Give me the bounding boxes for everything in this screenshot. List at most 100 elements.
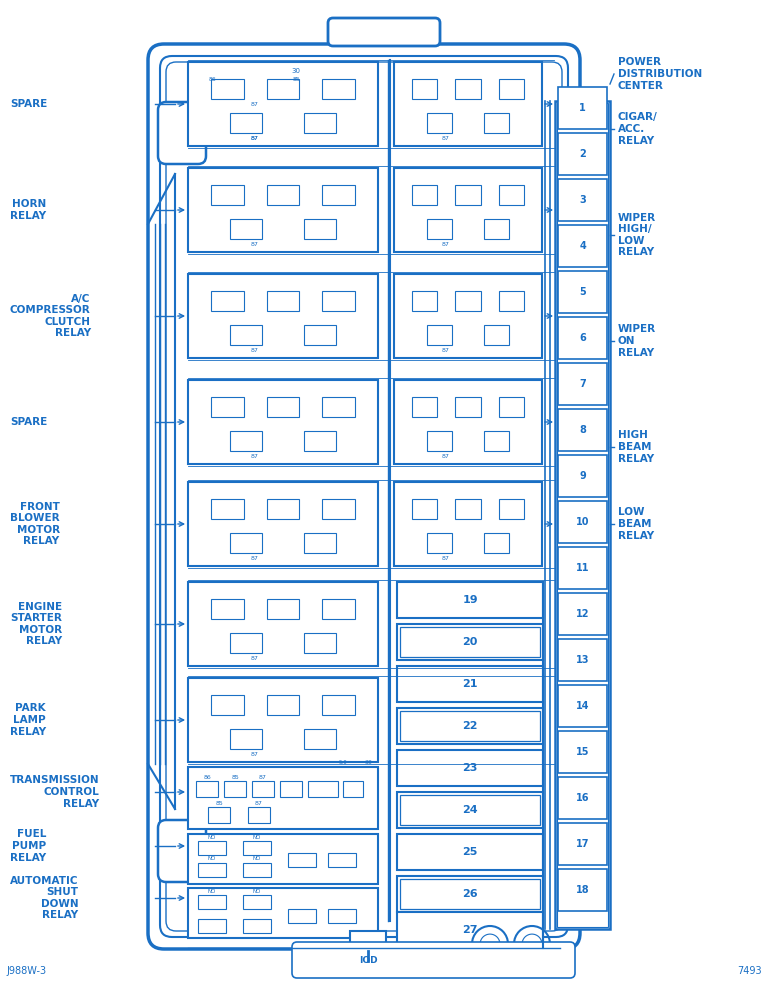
Bar — [558, 225, 607, 267]
Bar — [397, 876, 543, 912]
Bar — [426, 326, 452, 345]
Bar — [485, 431, 509, 452]
Bar — [397, 666, 543, 702]
Bar — [196, 780, 218, 797]
Bar — [455, 79, 481, 99]
Bar — [558, 547, 607, 589]
Bar — [498, 79, 524, 99]
Bar — [394, 380, 542, 464]
Bar — [558, 87, 607, 129]
Text: HORN
RELAY: HORN RELAY — [10, 199, 46, 220]
Bar — [558, 133, 607, 175]
Bar — [412, 185, 437, 205]
Bar — [323, 79, 355, 99]
Text: TRANSMISSION
CONTROL
RELAY: TRANSMISSION CONTROL RELAY — [10, 775, 100, 809]
Bar — [243, 919, 271, 933]
Bar — [557, 103, 608, 927]
Text: NO: NO — [208, 835, 216, 840]
Bar — [558, 639, 607, 681]
Text: 86: 86 — [203, 774, 211, 779]
Bar — [224, 780, 246, 797]
Text: FRONT
BLOWER
MOTOR
RELAY: FRONT BLOWER MOTOR RELAY — [10, 502, 60, 546]
Bar — [266, 291, 300, 311]
Text: LOW
BEAM
RELAY: LOW BEAM RELAY — [618, 508, 654, 540]
Bar — [288, 852, 316, 867]
Text: WIPER
HIGH/
LOW
RELAY: WIPER HIGH/ LOW RELAY — [618, 213, 656, 258]
Bar — [400, 627, 540, 657]
Text: 86: 86 — [209, 77, 217, 82]
Text: 87: 87 — [250, 136, 259, 141]
Bar — [230, 431, 262, 452]
Bar — [248, 807, 270, 823]
Bar — [266, 599, 300, 619]
Bar — [397, 624, 543, 660]
Text: HIGH
BEAM
RELAY: HIGH BEAM RELAY — [618, 430, 654, 463]
FancyBboxPatch shape — [292, 942, 575, 978]
Text: 5.0: 5.0 — [339, 760, 347, 765]
Text: 87: 87 — [442, 454, 450, 459]
Bar — [394, 62, 542, 146]
Bar — [328, 852, 356, 867]
Text: WIPER
ON
RELAY: WIPER ON RELAY — [618, 325, 656, 357]
Bar — [211, 599, 243, 619]
Bar — [280, 780, 302, 797]
Text: 7493: 7493 — [737, 966, 762, 976]
Bar — [266, 79, 300, 99]
Text: 87: 87 — [250, 136, 259, 141]
Text: FUEL
PUMP
RELAY: FUEL PUMP RELAY — [10, 830, 46, 863]
Bar — [188, 274, 378, 358]
Text: 85: 85 — [231, 774, 239, 779]
Bar — [426, 113, 452, 134]
Bar — [498, 397, 524, 417]
Text: 87: 87 — [442, 556, 450, 561]
Bar — [426, 533, 452, 553]
Text: 85: 85 — [215, 801, 223, 806]
Bar — [188, 582, 378, 666]
Text: ENGINE
STARTER
MOTOR
RELAY: ENGINE STARTER MOTOR RELAY — [10, 601, 62, 646]
Text: J988W-3: J988W-3 — [6, 966, 46, 976]
Bar — [558, 317, 607, 359]
Bar — [394, 168, 542, 252]
Text: 26: 26 — [462, 889, 478, 899]
FancyBboxPatch shape — [158, 820, 206, 882]
Text: CIGAR/
ACC.
RELAY: CIGAR/ ACC. RELAY — [618, 112, 657, 146]
Bar — [328, 909, 356, 923]
FancyBboxPatch shape — [148, 44, 580, 949]
Bar — [412, 397, 437, 417]
Bar — [558, 363, 607, 405]
Bar — [230, 533, 262, 553]
Bar — [498, 499, 524, 519]
Bar — [412, 291, 437, 311]
Bar — [343, 780, 363, 797]
Bar — [304, 113, 336, 134]
Bar — [323, 599, 355, 619]
Text: 30: 30 — [292, 68, 301, 74]
Text: 87: 87 — [250, 454, 259, 459]
Bar — [394, 482, 542, 566]
Bar — [394, 274, 542, 358]
Bar — [230, 634, 262, 653]
Text: POWER
DISTRIBUTION
CENTER: POWER DISTRIBUTION CENTER — [618, 57, 702, 91]
Bar — [211, 695, 243, 715]
Bar — [188, 168, 378, 252]
Bar — [188, 834, 378, 884]
Bar — [308, 780, 338, 797]
Bar — [304, 219, 336, 239]
Bar — [188, 62, 378, 146]
Bar — [304, 634, 336, 653]
Bar — [230, 219, 262, 239]
Text: 8: 8 — [579, 425, 586, 435]
Bar — [323, 185, 355, 205]
Text: 3: 3 — [579, 195, 586, 205]
Bar — [455, 291, 481, 311]
Bar — [243, 863, 271, 877]
Text: 9: 9 — [579, 471, 586, 481]
Bar — [323, 397, 355, 417]
Text: NO: NO — [253, 856, 261, 862]
Bar — [558, 731, 607, 773]
Bar — [400, 795, 540, 825]
Bar — [558, 685, 607, 727]
Bar — [230, 326, 262, 345]
Text: 27: 27 — [462, 925, 478, 935]
Bar — [208, 807, 230, 823]
